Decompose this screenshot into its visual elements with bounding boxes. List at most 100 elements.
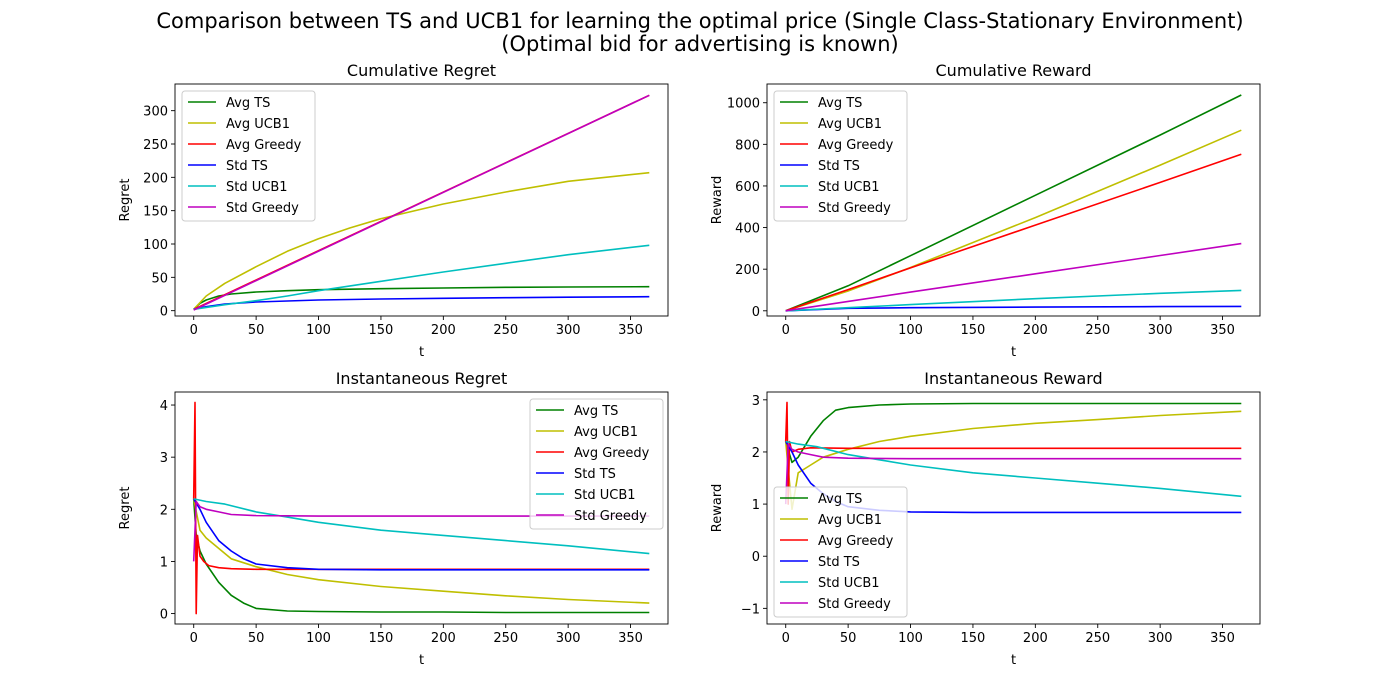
series-line-avg-ts	[784, 402, 1242, 464]
x-tick-label: 0	[190, 323, 198, 338]
series-line-avg-ts	[785, 94, 1242, 312]
axes-frame	[766, 391, 1261, 625]
series-line-avg-ucb1	[785, 129, 1242, 312]
legend: Avg TS Avg UCB1 Avg Greedy Std TS Std UCB1 St…	[529, 398, 664, 530]
y-tick-label: 600	[735, 180, 760, 195]
chart-title: Cumulative Reward	[936, 61, 1092, 80]
legend-label-std-ucb1: Std UCB1	[574, 488, 636, 503]
legend-label-std-ucb1: Std UCB1	[818, 180, 880, 195]
legend-label-avg-greedy: Avg Greedy	[574, 446, 650, 461]
series-line-avg-ucb1	[193, 171, 650, 310]
x-tick-label: 350	[618, 323, 643, 338]
x-tick-label: 150	[961, 323, 986, 338]
x-tick-label: 150	[961, 631, 986, 646]
legend-label-std-greedy: Std Greedy	[818, 201, 891, 216]
x-tick-label: 300	[1148, 631, 1173, 646]
chart-title: Instantaneous Regret	[336, 369, 508, 388]
series-line-std-greedy	[784, 443, 1242, 505]
y-axis-label: Regret	[118, 179, 133, 222]
x-tick-label: 250	[1085, 631, 1110, 646]
legend-label-avg-greedy: Avg Greedy	[226, 138, 302, 153]
x-tick-label: 300	[556, 631, 581, 646]
chart-title: Instantaneous Reward	[924, 369, 1102, 388]
legend-label-std-ucb1: Std UCB1	[818, 576, 880, 591]
x-tick-label: 50	[840, 631, 857, 646]
x-tick-label: 0	[782, 323, 790, 338]
figure-title-line1: Comparison between TS and UCB1 for learn…	[156, 9, 1244, 33]
series-line-avg-ts	[193, 285, 650, 310]
y-tick-label: 3	[160, 451, 168, 466]
axes-frame	[766, 83, 1261, 317]
x-tick-label: 200	[431, 323, 456, 338]
series-line-std-greedy	[785, 242, 1242, 312]
x-tick-label: 100	[898, 631, 923, 646]
y-tick-label: 4	[160, 399, 168, 414]
legend: Avg TS Avg UCB1 Avg Greedy Std TS Std UCB1 St…	[181, 90, 316, 222]
series-line-std-ts	[193, 295, 650, 311]
y-tick-label: 2	[752, 446, 760, 461]
legend-label-std-greedy: Std Greedy	[226, 201, 299, 216]
series-line-std-greedy	[192, 500, 650, 562]
y-tick-label: 2	[160, 503, 168, 518]
series-line-avg-ts	[192, 498, 650, 614]
y-tick-label: −1	[741, 602, 760, 617]
x-axis-label: t	[1011, 345, 1016, 360]
y-axis-label: Reward	[710, 484, 725, 532]
chart-instantaneous-regret: Instantaneous Regret 0 50 100 150 200 250 300 35…	[118, 369, 669, 668]
series-line-avg-greedy	[785, 153, 1242, 312]
legend-label-avg-ts: Avg TS	[226, 96, 270, 111]
chart-cumulative-reward: Cumulative Reward 0 50 100 150 200 250 300 350 0 2…	[710, 61, 1261, 360]
series-line-std-greedy	[193, 94, 650, 311]
legend-label-std-ts: Std TS	[818, 555, 860, 570]
y-tick-label: 0	[752, 305, 760, 320]
x-tick-label: 50	[248, 631, 265, 646]
x-tick-label: 350	[618, 631, 643, 646]
x-axis-label: t	[1011, 653, 1016, 668]
legend-label-avg-ts: Avg TS	[818, 96, 862, 111]
series-group	[193, 94, 650, 311]
y-tick-label: 150	[143, 205, 168, 220]
y-tick-label: 250	[143, 138, 168, 153]
series-line-std-ucb1	[785, 289, 1242, 312]
x-tick-label: 150	[369, 323, 394, 338]
series-line-avg-ucb1	[784, 410, 1242, 511]
x-tick-label: 350	[1210, 631, 1235, 646]
chart-cumulative-regret: Cumulative Regret 0 50 100 150 200 250 300 350 0 5…	[118, 61, 669, 360]
y-tick-label: 400	[735, 222, 760, 237]
legend-label-avg-ts: Avg TS	[574, 404, 618, 419]
legend: Avg TS Avg UCB1 Avg Greedy Std TS Std UCB1 St…	[773, 486, 908, 618]
legend-label-std-ts: Std TS	[574, 467, 616, 482]
y-tick-label: 1	[160, 555, 168, 570]
y-tick-label: 200	[143, 171, 168, 186]
figure-title-line2: (Optimal bid for advertising is known)	[501, 32, 899, 56]
legend-label-avg-greedy: Avg Greedy	[818, 138, 894, 153]
chart-instantaneous-reward: Instantaneous Reward 0 50 100 150 200 250 300 35…	[710, 369, 1261, 668]
x-tick-label: 0	[190, 631, 198, 646]
y-tick-label: 0	[160, 608, 168, 623]
x-tick-label: 250	[493, 323, 518, 338]
legend-label-std-greedy: Std Greedy	[574, 509, 647, 524]
legend-label-std-ts: Std TS	[818, 159, 860, 174]
y-tick-label: 100	[143, 238, 168, 253]
legend-label-avg-ucb1: Avg UCB1	[818, 117, 882, 132]
x-tick-label: 200	[431, 631, 456, 646]
legend-label-avg-greedy: Avg Greedy	[818, 534, 894, 549]
y-axis-label: Regret	[118, 487, 133, 530]
y-tick-label: 1000	[727, 97, 760, 112]
axes-frame	[174, 83, 669, 317]
figure-title: Comparison between TS and UCB1 for learn…	[0, 10, 1400, 56]
x-tick-label: 300	[1148, 323, 1173, 338]
x-tick-label: 300	[556, 323, 581, 338]
x-tick-label: 100	[898, 323, 923, 338]
y-axis-label: Reward	[710, 176, 725, 224]
legend-label-avg-ucb1: Avg UCB1	[818, 513, 882, 528]
series-line-std-ucb1	[193, 498, 650, 555]
axes-frame	[174, 391, 669, 625]
series-group	[785, 94, 1242, 312]
legend: Avg TS Avg UCB1 Avg Greedy Std TS Std UCB1 St…	[773, 90, 908, 222]
legend-label-avg-ucb1: Avg UCB1	[226, 117, 290, 132]
x-tick-label: 50	[840, 323, 857, 338]
y-tick-label: 0	[752, 550, 760, 565]
series-group	[192, 401, 650, 615]
